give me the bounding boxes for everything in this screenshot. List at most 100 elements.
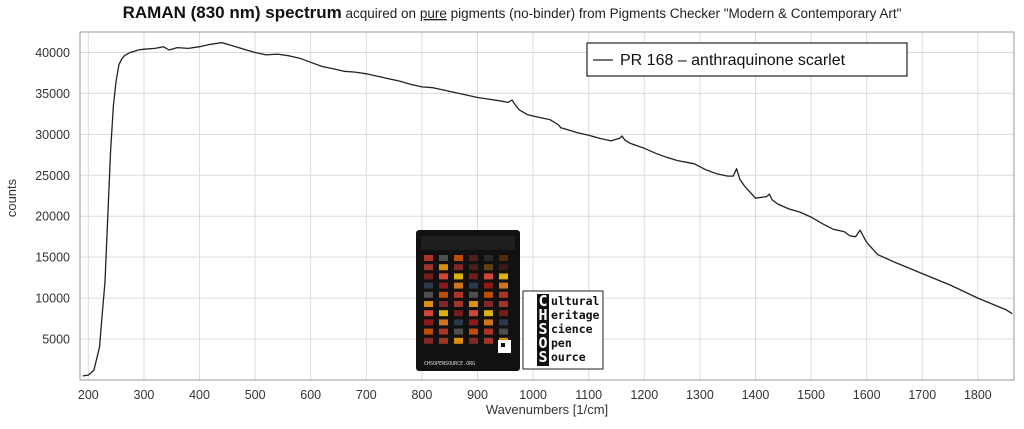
x-axis-label: Wavenumbers [1/cm] (486, 402, 608, 417)
x-tick-label: 200 (78, 388, 99, 402)
checker-swatch (439, 301, 448, 307)
chsos-logo-word: cience (551, 322, 593, 336)
checker-swatch (484, 273, 493, 280)
checker-swatch (439, 310, 448, 317)
chart-title-underlined: pure (420, 6, 447, 21)
x-tick-label: 1800 (964, 388, 992, 402)
checker-swatch (424, 328, 433, 335)
checker-swatch (499, 264, 508, 271)
checker-swatch (454, 282, 463, 289)
checker-swatch (454, 301, 463, 307)
checker-swatch (499, 319, 508, 326)
checker-caption: CHSOPENSOURCE.ORG (424, 361, 475, 367)
checker-swatch (424, 273, 433, 280)
checker-swatch (454, 255, 463, 261)
checker-swatch (469, 310, 478, 317)
y-tick-label: 5000 (42, 333, 70, 347)
checker-swatch (484, 319, 493, 326)
x-tick-label: 800 (411, 388, 432, 402)
checker-swatch (439, 291, 448, 298)
checker-swatch (469, 291, 478, 298)
y-tick-label: 20000 (35, 210, 70, 224)
y-tick-labels: 5000 10000 15000 20000 25000 30000 35000 40000 (35, 46, 70, 347)
checker-swatch (439, 282, 448, 289)
checker-swatch (469, 255, 478, 261)
checker-swatch (469, 282, 478, 289)
checker-swatch (484, 310, 493, 317)
checker-swatch (439, 328, 448, 335)
legend-entry: PR 168 – anthraquinone scarlet (620, 52, 846, 69)
checker-swatch (424, 255, 433, 261)
x-tick-label: 500 (245, 388, 266, 402)
checker-swatch (499, 328, 508, 335)
checker-swatch (484, 301, 493, 307)
x-tick-label: 1200 (630, 388, 658, 402)
y-tick-label: 40000 (35, 46, 70, 60)
y-axis-label: counts (4, 178, 19, 217)
checker-swatch (469, 319, 478, 326)
checker-swatch (484, 291, 493, 298)
series-line-pr168 (82, 41, 1013, 377)
checker-swatch (424, 310, 433, 317)
legend-box (586, 42, 908, 77)
x-tick-label: 1100 (575, 388, 602, 402)
checker-swatch (454, 319, 463, 326)
checker-swatch (484, 328, 493, 335)
chsos-logo-word: pen (551, 336, 572, 350)
y-tick-label: 35000 (35, 87, 70, 101)
checker-swatch (454, 328, 463, 335)
chsos-logo (522, 290, 604, 370)
checker-swatch (424, 291, 433, 298)
checker-swatch (499, 273, 508, 280)
checker-swatch (499, 310, 508, 317)
legend: PR 168 – anthraquinone scarlet (586, 42, 908, 77)
checker-swatch (439, 273, 448, 280)
checker-swatch (424, 337, 433, 344)
x-tick-label: 1700 (908, 388, 936, 402)
x-tick-label: 1300 (686, 388, 714, 402)
x-tick-label: 300 (134, 388, 155, 402)
checker-swatch (484, 282, 493, 289)
chsos-logo-letter: O (538, 334, 547, 352)
checker-swatch (424, 319, 433, 326)
x-tick-label: 1500 (797, 388, 825, 402)
chsos-logo-letter: S (538, 320, 547, 338)
y-tick-label: 10000 (35, 292, 70, 306)
plot-frame (79, 31, 1015, 381)
checker-swatch (439, 337, 448, 344)
checker-swatch (454, 291, 463, 298)
checker-swatch (484, 337, 493, 344)
y-tick-label: 25000 (35, 169, 70, 183)
checker-header (421, 236, 515, 250)
checker-swatch (469, 273, 478, 280)
vertical-gridlines (87, 32, 979, 380)
y-tick-label: 30000 (35, 128, 70, 142)
checker-swatch (439, 255, 448, 261)
checker-swatch (439, 319, 448, 326)
checker-swatch (454, 273, 463, 280)
checker-swatch (424, 264, 433, 271)
checker-swatch (439, 264, 448, 271)
x-tick-label: 1400 (742, 388, 770, 402)
chsos-logo-letter: H (538, 306, 547, 324)
chart-title-pre: acquired on (342, 6, 420, 21)
chsos-logo-word: eritage (551, 308, 600, 322)
x-tick-label: 400 (189, 388, 210, 402)
x-tick-label: 1000 (519, 388, 547, 402)
checker-swatch (454, 337, 463, 344)
checker-swatch (484, 264, 493, 271)
checker-swatch (469, 328, 478, 335)
checker-swatch (469, 301, 478, 307)
checker-swatch (499, 291, 508, 298)
checker-swatches (424, 255, 508, 344)
checker-swatch (469, 337, 478, 344)
checker-swatch (469, 264, 478, 271)
x-tick-label: 1600 (853, 388, 881, 402)
checker-swatch (499, 282, 508, 289)
y-tick-label: 15000 (35, 251, 70, 265)
chsos-logo-letter: C (538, 292, 547, 310)
chart-title-post: pigments (no-binder) from Pigments Check… (447, 6, 902, 21)
